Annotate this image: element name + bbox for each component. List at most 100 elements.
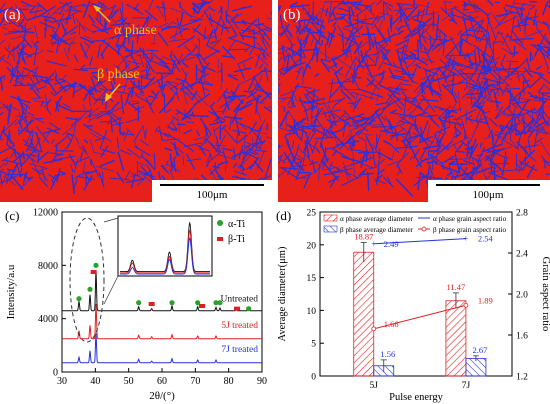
needle <box>66 1 73 6</box>
needle <box>463 159 474 165</box>
needle <box>342 121 346 138</box>
needle <box>444 67 460 77</box>
needle <box>332 49 352 61</box>
needle <box>198 38 200 59</box>
needle <box>203 123 209 136</box>
needle <box>545 71 550 74</box>
needle <box>304 53 315 72</box>
needle <box>18 120 23 130</box>
needle <box>278 169 288 178</box>
needle <box>165 160 169 167</box>
xrd-series-label: 5J treated <box>221 321 258 331</box>
needle <box>66 5 73 24</box>
needle <box>509 39 525 42</box>
needle <box>287 155 296 176</box>
needle <box>330 164 351 175</box>
needle <box>255 53 261 68</box>
needle <box>327 104 336 124</box>
needle <box>350 6 355 17</box>
needle <box>35 85 47 91</box>
needle <box>136 53 153 56</box>
needle <box>70 31 77 35</box>
needle <box>476 153 483 157</box>
beta-peak-marker <box>199 304 205 308</box>
needle <box>75 136 80 145</box>
needle <box>215 149 224 154</box>
needle <box>99 12 102 22</box>
needle <box>231 14 239 19</box>
needle <box>488 117 498 127</box>
needle <box>509 101 518 108</box>
needle <box>34 75 40 85</box>
needle <box>237 76 256 86</box>
needle <box>443 155 455 163</box>
needle <box>18 18 25 27</box>
y-tick-label: 5 <box>311 340 316 350</box>
needle <box>95 166 115 172</box>
needle <box>239 104 248 110</box>
needle <box>477 49 481 63</box>
needle <box>140 154 156 171</box>
needle <box>328 1 332 24</box>
needle <box>441 162 445 170</box>
needle <box>442 33 446 54</box>
needle <box>126 128 134 135</box>
needle <box>447 6 458 11</box>
needle <box>499 125 503 131</box>
needle <box>162 56 175 63</box>
needle <box>179 11 184 27</box>
needle <box>148 15 153 23</box>
inset-frame <box>117 215 213 277</box>
needle <box>279 111 289 127</box>
needle <box>91 95 97 101</box>
needle <box>232 129 247 134</box>
legend-alpha-diam: α phase average diameter <box>340 215 414 223</box>
needle <box>286 47 302 57</box>
legend-beta-ti: β-Ti <box>228 234 245 245</box>
needle <box>517 131 522 150</box>
needle <box>24 143 41 153</box>
needle <box>339 136 353 150</box>
needle <box>37 78 55 83</box>
needle <box>311 31 325 34</box>
needle <box>362 168 367 175</box>
needle <box>320 109 341 115</box>
y-tick-label: 10 <box>307 307 317 317</box>
needle <box>167 117 175 128</box>
needle <box>303 151 313 164</box>
needle <box>227 74 239 81</box>
needle <box>415 64 422 69</box>
needle <box>29 5 37 13</box>
needle <box>220 21 225 36</box>
needle <box>167 126 178 132</box>
needle <box>334 66 344 75</box>
needle <box>510 0 516 11</box>
diameter-bar <box>445 300 467 377</box>
needle <box>261 132 269 135</box>
needle <box>226 96 237 108</box>
needle <box>46 127 60 135</box>
needle <box>86 169 99 175</box>
needle <box>419 99 439 102</box>
needle <box>492 14 500 24</box>
needle <box>119 149 132 156</box>
needle <box>519 2 525 12</box>
needle <box>135 161 146 166</box>
needle <box>328 114 333 129</box>
needle <box>173 157 176 168</box>
needle <box>538 21 550 27</box>
needle <box>496 80 503 93</box>
needle <box>149 59 169 69</box>
legend-alpha-diam-swatch <box>323 214 338 222</box>
needle <box>57 100 62 107</box>
needle <box>457 30 462 36</box>
needle <box>82 0 91 19</box>
needle <box>165 108 172 113</box>
needle <box>372 144 382 159</box>
needle <box>25 119 29 133</box>
needle <box>63 82 78 93</box>
needle <box>380 48 392 66</box>
alpha-peak-marker <box>213 300 219 306</box>
needle <box>386 176 392 184</box>
needle <box>342 17 359 32</box>
